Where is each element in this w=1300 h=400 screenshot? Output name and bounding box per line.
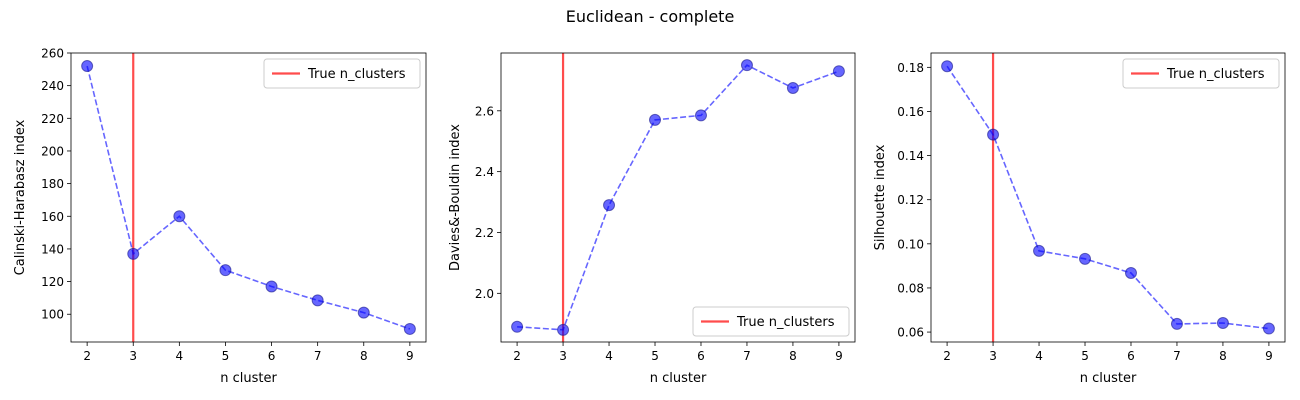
y-axis-label: Davies&-Bouldin index — [448, 124, 463, 271]
data-point — [649, 113, 662, 126]
data-point — [832, 65, 845, 78]
x-tick-label: 4 — [605, 349, 613, 363]
y-tick-label: 2.2 — [475, 226, 494, 240]
x-tick-label: 8 — [789, 349, 797, 363]
legend: True n_clusters — [692, 306, 850, 337]
x-axis-label: n cluster — [220, 371, 277, 386]
data-point — [81, 60, 94, 73]
data-point — [941, 60, 954, 73]
x-tick-label: 8 — [1219, 349, 1227, 363]
y-tick-label: 0.10 — [897, 237, 924, 251]
axes-frame — [70, 52, 427, 343]
x-tick-label: 9 — [1265, 349, 1273, 363]
x-tick-label: 3 — [989, 349, 997, 363]
data-point — [265, 280, 278, 293]
x-tick-label: 9 — [406, 349, 414, 363]
x-tick-label: 2 — [83, 349, 91, 363]
data-point — [311, 294, 324, 307]
legend: True n_clusters — [1122, 58, 1280, 89]
x-tick-label: 2 — [943, 349, 951, 363]
y-tick-label: 260 — [41, 47, 64, 61]
data-point — [786, 81, 799, 94]
y-tick-label: 0.18 — [897, 61, 924, 75]
x-axis-label: n cluster — [650, 371, 707, 386]
legend-label: True n_clusters — [736, 315, 835, 330]
series-line — [946, 65, 1270, 330]
y-tick-label: 2.4 — [475, 165, 494, 179]
x-tick-label: 5 — [222, 349, 230, 363]
y-tick-label: 0.12 — [897, 193, 924, 207]
y-tick-label: 140 — [41, 242, 64, 256]
data-point — [1170, 317, 1183, 330]
y-tick-label: 180 — [41, 177, 64, 191]
x-tick-label: 4 — [176, 349, 184, 363]
y-tick-label: 200 — [41, 144, 64, 158]
y-tick-label: 0.08 — [897, 281, 924, 295]
y-tick-label: 240 — [41, 79, 64, 93]
x-tick-label: 6 — [697, 349, 705, 363]
x-tick-label: 3 — [559, 349, 567, 363]
subplots: 2 3 4 5 6 7 8 9 100 120 140 160 180 200 220 240 260 n clu… — [13, 47, 1286, 386]
y-tick-label: 0.06 — [897, 326, 924, 340]
data-point — [511, 320, 524, 333]
legend-box — [1122, 58, 1280, 89]
x-axis-label: n cluster — [1080, 371, 1137, 386]
data-point — [694, 109, 707, 122]
series-line — [517, 64, 840, 331]
subplot-2: 2 3 4 5 6 7 8 9 2.0 2.2 2.4 2.6 n cluster Davies&-Bou… — [448, 52, 856, 386]
legend: True n_clusters — [263, 58, 421, 89]
y-tick-label: 220 — [41, 112, 64, 126]
data-point — [403, 322, 416, 335]
y-tick-label: 2.6 — [475, 104, 494, 118]
data-point — [987, 128, 1000, 141]
subplot-1: 2 3 4 5 6 7 8 9 100 120 140 160 180 200 220 240 260 n clu… — [13, 47, 427, 386]
data-point — [557, 323, 570, 336]
data-point — [1262, 322, 1275, 335]
data-point — [357, 306, 370, 319]
subplot-3: 2 3 4 5 6 7 8 9 0.06 0.08 0.10 0.12 0.14 0.16 0.18 n cl… — [873, 52, 1286, 386]
data-point — [603, 199, 616, 212]
legend-label: True n_clusters — [307, 67, 406, 82]
x-tick-label: 5 — [651, 349, 659, 363]
axes-frame — [930, 52, 1286, 343]
x-tick-label: 6 — [1127, 349, 1135, 363]
legend-box — [692, 306, 850, 337]
x-tick-label: 2 — [513, 349, 521, 363]
x-tick-label: 9 — [835, 349, 843, 363]
data-point — [127, 247, 140, 260]
data-point — [740, 59, 753, 72]
axes-frame — [500, 52, 856, 343]
data-point — [219, 264, 232, 277]
series-line — [86, 65, 411, 330]
y-axis-label: Silhouette index — [873, 144, 888, 250]
x-tick-label: 4 — [1035, 349, 1043, 363]
figure-title: Euclidean - complete — [566, 7, 735, 26]
data-point — [1079, 252, 1092, 265]
legend-box — [263, 58, 421, 89]
y-tick-label: 120 — [41, 275, 64, 289]
x-tick-label: 5 — [1081, 349, 1089, 363]
x-tick-label: 3 — [129, 349, 137, 363]
x-tick-label: 6 — [268, 349, 276, 363]
legend-label: True n_clusters — [1166, 67, 1265, 82]
y-tick-label: 160 — [41, 210, 64, 224]
x-tick-label: 7 — [1173, 349, 1181, 363]
data-point — [1216, 317, 1229, 330]
x-tick-label: 7 — [314, 349, 322, 363]
y-tick-label: 0.16 — [897, 105, 924, 119]
x-tick-label: 7 — [743, 349, 751, 363]
data-point — [1124, 266, 1137, 279]
y-tick-label: 0.14 — [897, 149, 924, 163]
y-tick-label: 2.0 — [475, 287, 494, 301]
y-tick-label: 100 — [41, 308, 64, 322]
data-point — [173, 210, 186, 223]
x-tick-label: 8 — [360, 349, 368, 363]
y-axis-label: Calinski-Harabasz index — [13, 119, 28, 275]
data-point — [1033, 244, 1046, 257]
